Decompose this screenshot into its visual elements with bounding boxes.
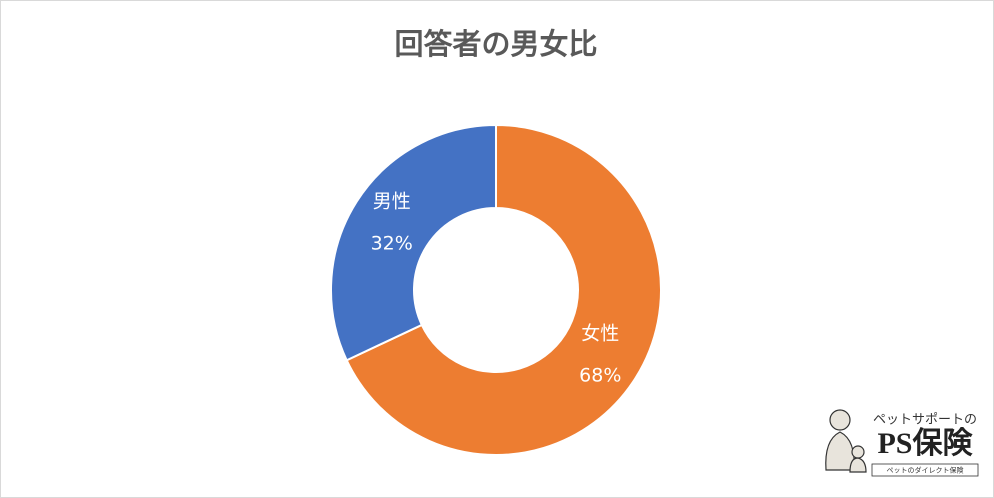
wedge bbox=[330, 123, 497, 362]
logo-band bbox=[871, 463, 979, 477]
wedge bbox=[345, 123, 662, 456]
logo: ペットサポートの PS保険 ペットのダイレクト保険 bbox=[825, 409, 979, 477]
value-label: 32% bbox=[371, 232, 413, 254]
logo-tagline: ペットサポートの bbox=[873, 413, 977, 428]
chart-title: 回答者の男女比 bbox=[394, 27, 597, 61]
logo-name: PS保険 bbox=[877, 427, 973, 460]
value-label: 68% bbox=[579, 365, 621, 387]
slice-label: 女性 bbox=[581, 323, 619, 345]
logo-subtitle: ペットのダイレクト保険 bbox=[887, 466, 964, 475]
slice-label: 男性 bbox=[373, 190, 411, 212]
